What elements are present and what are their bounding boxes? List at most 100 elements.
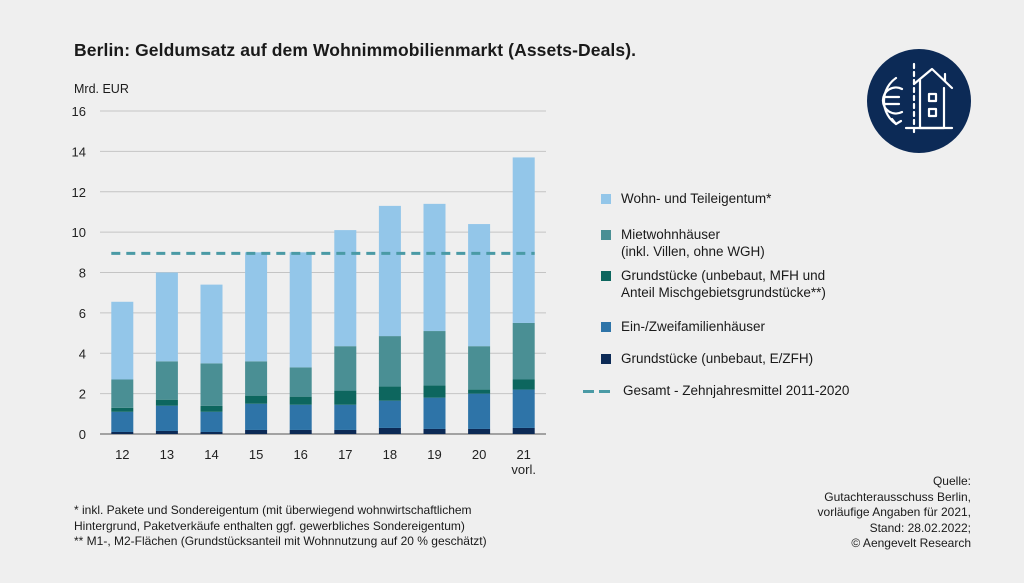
- bar-segment-mietwohnhaeuser: [289, 367, 312, 397]
- bar-segment-grundstuecke_mfh: [200, 405, 223, 412]
- bar-segment-wohn_teileigentum: [111, 301, 134, 380]
- y-tick-label: 2: [79, 387, 86, 402]
- y-tick-label: 16: [72, 104, 86, 119]
- legend-label: Wohn- und Teileigentum*: [621, 190, 771, 207]
- x-tick-label: 18: [383, 447, 397, 462]
- x-tick-label: 19: [427, 447, 441, 462]
- source-line: Stand: 28.02.2022;: [869, 520, 971, 535]
- x-tick-label: 21: [516, 447, 530, 462]
- legend-label-line: Grundstücke (unbebaut, E/ZFH): [621, 351, 814, 366]
- legend-label-line: Gesamt - Zehnjahresmittel 2011-2020: [623, 383, 850, 398]
- source-line: vorläufige Angaben für 2021,: [817, 505, 971, 519]
- bar-segment-ein_zweifamilienhaeuser: [200, 411, 223, 432]
- legend-label-line: (inkl. Villen, ohne WGH): [621, 244, 765, 259]
- bar-segment-mietwohnhaeuser: [468, 346, 491, 390]
- bar-segment-wohn_teileigentum: [378, 205, 401, 337]
- source-line: Gutachterausschuss Berlin,: [824, 489, 971, 504]
- bar-segment-wohn_teileigentum: [289, 252, 312, 368]
- y-tick-label: 14: [72, 144, 86, 159]
- bar-segment-ein_zweifamilienhaeuser: [289, 404, 312, 430]
- bar-segment-grundstuecke_ezfh: [289, 429, 312, 434]
- y-tick-label: 4: [79, 346, 86, 361]
- bar-segment-ein_zweifamilienhaeuser: [423, 397, 446, 429]
- bar-segment-grundstuecke_mfh: [334, 390, 357, 405]
- legend-item: Grundstücke (unbebaut, MFH und Anteil Mis…: [583, 267, 826, 301]
- y-tick-label: 8: [79, 266, 86, 281]
- legend-swatch: [601, 271, 611, 281]
- bar-segment-wohn_teileigentum: [200, 284, 223, 364]
- bar-segment-ein_zweifamilienhaeuser: [155, 405, 178, 431]
- bar-segment-grundstuecke_ezfh: [378, 427, 401, 434]
- x-tick-label: 16: [293, 447, 307, 462]
- legend-label-line: Wohn- und Teileigentum*: [621, 191, 772, 206]
- bar-segment-wohn_teileigentum: [423, 203, 446, 332]
- bar-segment-ein_zweifamilienhaeuser: [512, 389, 535, 428]
- legend-item: Gesamt - Zehnjahresmittel 2011-2020: [583, 382, 849, 399]
- bar-segment-mietwohnhaeuser: [245, 361, 268, 396]
- y-tick-label: 6: [79, 306, 86, 321]
- x-tick-label: 13: [160, 447, 174, 462]
- y-tick-label: 10: [72, 225, 86, 240]
- footnotes: * inkl. Pakete und Sondereigentum (mit ü…: [74, 503, 487, 550]
- bar-segment-mietwohnhaeuser: [111, 379, 134, 408]
- legend-swatch: [601, 230, 611, 240]
- bar-segment-wohn_teileigentum: [245, 252, 268, 362]
- bar-segment-mietwohnhaeuser: [334, 346, 357, 391]
- source-note: Quelle: Gutachterausschuss Berlin, vorlä…: [818, 474, 971, 552]
- x-tick-label: 12: [115, 447, 129, 462]
- bar-segment-ein_zweifamilienhaeuser: [334, 404, 357, 430]
- footnote-line: * inkl. Pakete und Sondereigentum (mit ü…: [74, 503, 472, 517]
- bar-segment-grundstuecke_ezfh: [111, 431, 134, 434]
- x-tick-label: 15: [249, 447, 263, 462]
- bar-segment-grundstuecke_ezfh: [245, 429, 268, 434]
- legend-item: Grundstücke (unbebaut, E/ZFH): [583, 350, 813, 367]
- bar-segment-grundstuecke_mfh: [468, 389, 491, 394]
- footnote-line: Hintergrund, Paketverkäufe enthalten ggf…: [74, 518, 465, 533]
- y-tick-label: 12: [72, 185, 86, 200]
- legend-label-line: Ein-/Zweifamilienhäuser: [621, 319, 766, 334]
- bar-segment-wohn_teileigentum: [155, 272, 178, 362]
- x-tick-label: 20: [472, 447, 486, 462]
- euro-house-icon: [866, 48, 972, 159]
- source-line: Quelle:: [932, 474, 971, 488]
- legend-label: Gesamt - Zehnjahresmittel 2011-2020: [623, 382, 849, 399]
- bar-segment-grundstuecke_mfh: [423, 385, 446, 398]
- footnote-line: ** M1-, M2-Flächen (Grundstücksanteil mi…: [74, 534, 487, 548]
- legend-item: Ein-/Zweifamilienhäuser: [583, 318, 765, 335]
- y-axis-label: Mrd. EUR: [74, 82, 129, 96]
- bar-segment-wohn_teileigentum: [468, 224, 491, 347]
- bar-segment-mietwohnhaeuser: [423, 331, 446, 386]
- bar-segment-mietwohnhaeuser: [200, 363, 223, 406]
- bar-segment-grundstuecke_ezfh: [468, 428, 491, 434]
- legend-label: Grundstücke (unbebaut, MFH und Anteil Mis…: [621, 267, 826, 301]
- bar-segment-grundstuecke_mfh: [512, 379, 535, 390]
- bar-segment-grundstuecke_mfh: [378, 386, 401, 401]
- legend-label-line: Anteil Mischgebietsgrundstücke**): [621, 285, 826, 300]
- bar-segment-grundstuecke_ezfh: [155, 430, 178, 434]
- bar-segment-grundstuecke_mfh: [111, 407, 134, 412]
- bar-segment-mietwohnhaeuser: [155, 361, 178, 400]
- bar-segment-grundstuecke_mfh: [155, 399, 178, 406]
- legend-dash-swatch: [583, 390, 613, 393]
- bar-segment-grundstuecke_mfh: [245, 395, 268, 404]
- bar-segment-grundstuecke_ezfh: [512, 427, 535, 434]
- y-tick-label: 0: [79, 427, 86, 442]
- legend-label: Mietwohnhäuser (inkl. Villen, ohne WGH): [621, 226, 765, 260]
- x-tick-label: 17: [338, 447, 352, 462]
- bar-segment-ein_zweifamilienhaeuser: [468, 393, 491, 429]
- legend-label: Ein-/Zweifamilienhäuser: [621, 318, 765, 335]
- bar-segment-ein_zweifamilienhaeuser: [111, 411, 134, 432]
- bar-segment-mietwohnhaeuser: [378, 336, 401, 387]
- bar-segment-ein_zweifamilienhaeuser: [245, 403, 268, 430]
- bar-segment-mietwohnhaeuser: [512, 322, 535, 380]
- bar-segment-wohn_teileigentum: [334, 230, 357, 347]
- bar-segment-grundstuecke_ezfh: [200, 431, 223, 434]
- legend-label-line: Mietwohnhäuser: [621, 227, 721, 242]
- legend-swatch: [601, 322, 611, 332]
- bar-segment-grundstuecke_ezfh: [334, 429, 357, 434]
- x-tick-sublabel: vorl.: [511, 462, 536, 477]
- bar-segment-wohn_teileigentum: [512, 157, 535, 323]
- bar-segment-grundstuecke_ezfh: [423, 428, 446, 434]
- legend-item: Wohn- und Teileigentum*: [583, 190, 771, 207]
